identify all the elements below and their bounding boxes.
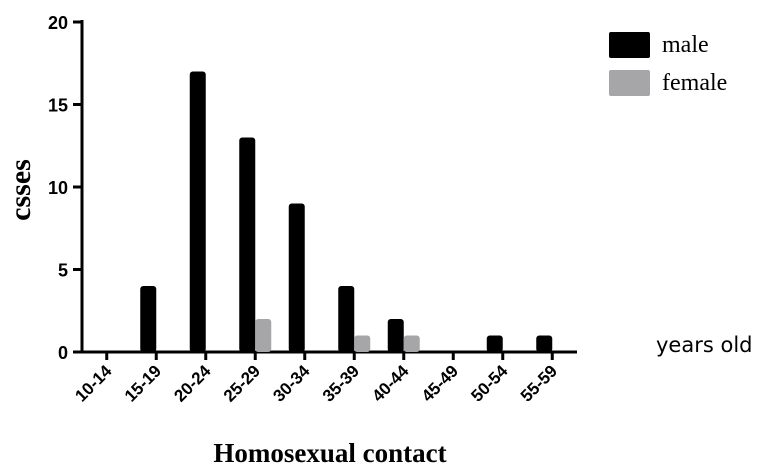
y-tick-label: 0	[58, 343, 68, 363]
bar-male-35-39	[338, 286, 355, 352]
bar-male-55-59	[536, 335, 553, 352]
x-tick-label: 20-24	[170, 361, 215, 406]
x-tick-label: 25-29	[220, 361, 264, 405]
y-tick-label: 15	[48, 96, 68, 116]
legend-label-female: female	[662, 70, 727, 96]
y-tick-label: 5	[58, 261, 68, 281]
x-tick-label: 55-59	[517, 361, 561, 405]
x-tick-label: 45-49	[418, 361, 462, 405]
legend: male female	[609, 32, 727, 96]
x-tick-label: 35-39	[319, 361, 363, 405]
y-axis-title: csses	[4, 159, 37, 221]
y-axis: 0 5 10 15 20	[48, 13, 84, 363]
x-tick-label: 50-54	[467, 361, 512, 406]
bar-male-50-54	[486, 335, 503, 352]
bar-male-20-24	[189, 71, 206, 352]
y-tick-label: 10	[48, 178, 68, 198]
bar-male-30-34	[288, 203, 305, 352]
bar-female-40-44	[403, 335, 420, 352]
legend-swatch-male	[609, 32, 650, 58]
x-tick-label: 40-44	[368, 361, 413, 406]
bar-male-25-29	[239, 137, 256, 352]
y-tick-label: 20	[48, 13, 68, 33]
x-tick-label: 10-14	[71, 361, 116, 406]
legend-swatch-female	[609, 70, 650, 96]
x-tick-label: 30-34	[269, 361, 314, 406]
x-axis-title: Homosexual contact	[213, 438, 446, 468]
bar-male-40-44	[387, 319, 404, 352]
x-axis: 10-14 15-19 20-24 25-29 30-34 35-39 40-44 45-49…	[71, 350, 577, 406]
x-tick-label: 15-19	[121, 361, 165, 405]
bars	[140, 71, 553, 352]
bar-male-15-19	[140, 286, 157, 352]
bar-female-25-29	[255, 319, 272, 352]
x-unit-note: years old	[656, 333, 752, 357]
bar-female-35-39	[354, 335, 371, 352]
legend-label-male: male	[662, 32, 709, 58]
